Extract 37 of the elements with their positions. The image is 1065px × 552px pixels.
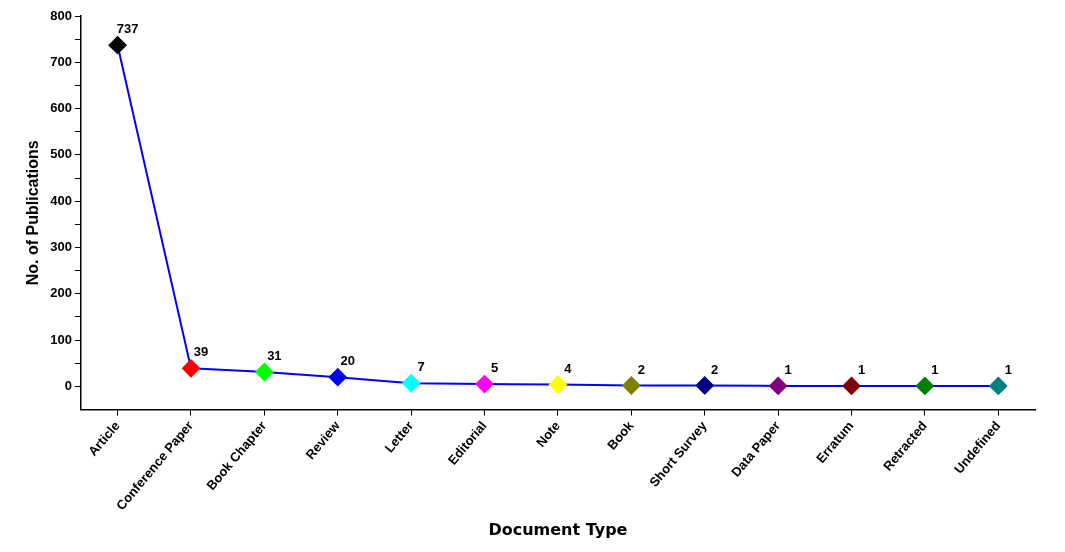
y-tick-label: 300 (50, 239, 72, 255)
data-label: 20 (340, 353, 355, 369)
point (769, 376, 788, 395)
data-label: 2 (711, 361, 719, 377)
point (695, 376, 714, 395)
data-label: 2 (637, 361, 645, 377)
data-label: 4 (564, 360, 573, 376)
data-label: 737 (116, 21, 139, 37)
data-label: 1 (931, 362, 939, 378)
point (181, 359, 200, 378)
data-label: 1 (784, 362, 792, 378)
y-tick-label: 500 (50, 146, 72, 162)
point (842, 376, 861, 395)
point (475, 375, 494, 394)
point (622, 376, 641, 395)
data-label: 1 (1004, 362, 1012, 378)
point (402, 374, 421, 393)
point (328, 368, 347, 387)
data-label: 39 (193, 344, 209, 360)
data-label: 1 (857, 362, 866, 378)
data-label: 5 (490, 360, 499, 376)
point (915, 376, 934, 395)
data-label: 7 (417, 359, 425, 375)
y-tick-label: 700 (50, 53, 72, 69)
point (989, 376, 1008, 395)
point (255, 363, 274, 382)
point (108, 36, 127, 55)
data-label: 31 (267, 348, 282, 364)
y-axis-title: No. of Publications (24, 140, 42, 286)
y-tick-label: 200 (50, 285, 72, 301)
y-tick-label: 100 (50, 331, 72, 347)
point (548, 375, 567, 394)
y-tick-label: 800 (50, 7, 72, 23)
x-axis-title: Document Type (488, 519, 628, 539)
y-tick-label: 0 (64, 377, 72, 393)
y-tick-label: 400 (50, 192, 72, 208)
y-tick-label: 600 (50, 100, 72, 116)
